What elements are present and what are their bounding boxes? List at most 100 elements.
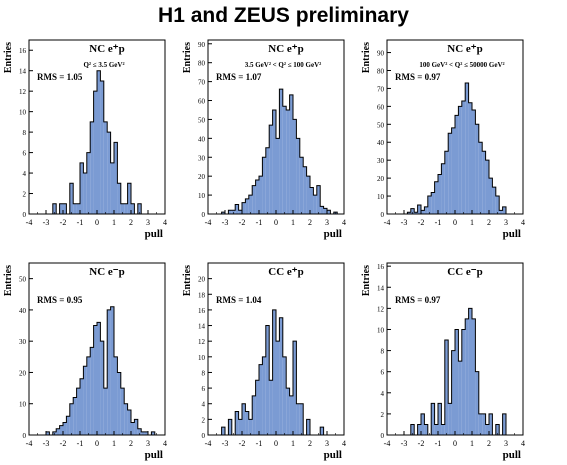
histogram-bar: [410, 208, 415, 214]
histogram-bar: [56, 428, 60, 435]
histogram-bar: [293, 341, 297, 435]
histogram-bar: [310, 187, 314, 214]
rms-value: RMS = 0.95: [37, 295, 83, 305]
histogram-bar: [427, 196, 432, 214]
y-tick-label: 16: [19, 47, 27, 55]
x-tick-label: 4: [521, 439, 525, 448]
x-tick-label: 3: [504, 439, 508, 448]
histogram-bar: [451, 127, 455, 214]
histogram-outline: [410, 307, 507, 436]
histogram-bar: [475, 371, 479, 435]
x-tick-label: -2: [60, 218, 67, 227]
x-tick-label: 0: [95, 439, 99, 448]
histogram-bar: [289, 395, 293, 435]
x-axis-title: pull: [324, 228, 342, 240]
histogram-bar: [489, 178, 493, 214]
histogram-bar: [262, 157, 266, 214]
histogram-bar: [46, 431, 50, 435]
histogram-bar: [441, 163, 445, 214]
histogram-bar: [97, 322, 101, 435]
histogram-bar: [282, 106, 287, 214]
histogram-bar: [455, 329, 459, 435]
histogram-bar: [221, 427, 225, 435]
x-tick-label: 0: [274, 439, 278, 448]
panel-cut: 3.5 GeV² < Q² ≤ 100 GeV²: [245, 61, 322, 69]
y-tick-label: 30: [377, 157, 385, 165]
y-axis-title: Entries: [182, 265, 193, 296]
histogram-bar: [127, 409, 131, 435]
y-tick-label: 10: [19, 109, 27, 117]
histogram-bar: [299, 403, 304, 435]
histogram-bar: [134, 419, 138, 435]
histogram-bar: [303, 166, 307, 214]
histogram-bar: [141, 431, 145, 435]
panel-header: NC e⁺p: [89, 43, 124, 55]
histogram-panel-3: -4 -3 -2 -1 0 1 2 3 40102030405060708090pullEntr…: [361, 39, 525, 240]
x-tick-label: -3: [222, 439, 229, 448]
histogram-bar: [320, 427, 324, 435]
histogram-bar: [461, 100, 466, 214]
y-tick-label: 80: [198, 60, 206, 68]
panel-header: NC e⁻p: [89, 266, 124, 278]
histogram-outline: [221, 88, 338, 215]
histogram-bar: [468, 102, 472, 214]
histogram-bar: [117, 372, 121, 435]
histogram-bar: [313, 195, 317, 214]
y-tick-label: 20: [377, 175, 385, 183]
histogram-bar: [252, 395, 256, 435]
y-tick-label: 90: [377, 50, 385, 58]
x-axis-title: pull: [145, 228, 163, 240]
histogram-bar: [485, 424, 489, 435]
histogram-bar: [107, 309, 111, 435]
histogram-bar: [502, 206, 506, 214]
histogram-bar: [117, 183, 121, 214]
x-tick-label: 3: [146, 218, 150, 227]
histogram-bar: [137, 428, 142, 435]
histogram-bar: [502, 413, 506, 435]
histogram-bar: [269, 380, 273, 435]
histogram-bar: [100, 80, 104, 214]
histogram-bar: [52, 203, 57, 214]
histogram-bar: [124, 403, 128, 435]
histogram-bar: [472, 109, 476, 214]
x-tick-label: 0: [274, 218, 278, 227]
panel-header: NC e⁺p: [447, 43, 482, 55]
histogram-bar: [90, 121, 94, 214]
histogram-bar: [444, 340, 449, 435]
x-tick-label: 1: [470, 439, 474, 448]
histogram-bar: [441, 424, 445, 435]
histogram-bar: [286, 388, 290, 435]
x-tick-label: 1: [470, 218, 474, 227]
histogram-bar: [434, 424, 438, 435]
x-tick-label: 4: [163, 439, 167, 448]
x-tick-label: -2: [418, 218, 425, 227]
y-tick-label: 10: [198, 192, 206, 200]
histogram-bar: [316, 185, 321, 214]
histogram-outline: [49, 70, 145, 215]
y-tick-label: 30: [19, 338, 27, 346]
histogram-bar: [221, 212, 225, 214]
histogram-bar: [248, 195, 253, 214]
x-tick-label: -4: [26, 439, 33, 448]
histogram-bar: [293, 119, 297, 214]
panel-cut: Q² ≤ 3.5 GeV²: [83, 61, 124, 69]
histogram-bar: [90, 347, 94, 435]
panel-header: CC e⁻p: [447, 266, 482, 278]
histogram-bar: [438, 174, 442, 214]
histogram-bar: [137, 203, 142, 214]
histogram-bar: [265, 147, 270, 214]
histogram-bar: [465, 318, 469, 435]
x-tick-label: 4: [521, 218, 525, 227]
x-tick-label: -3: [401, 218, 408, 227]
x-tick-label: 3: [325, 439, 329, 448]
histogram-bar: [238, 419, 242, 435]
histogram-bar: [421, 210, 425, 214]
x-tick-label: 0: [453, 439, 457, 448]
y-tick-label: 4: [202, 401, 206, 409]
histogram-bar: [144, 431, 148, 435]
histogram-bar: [235, 204, 239, 214]
histogram-bar: [465, 83, 469, 214]
x-tick-label: -1: [435, 218, 442, 227]
histogram-bar: [431, 403, 435, 435]
